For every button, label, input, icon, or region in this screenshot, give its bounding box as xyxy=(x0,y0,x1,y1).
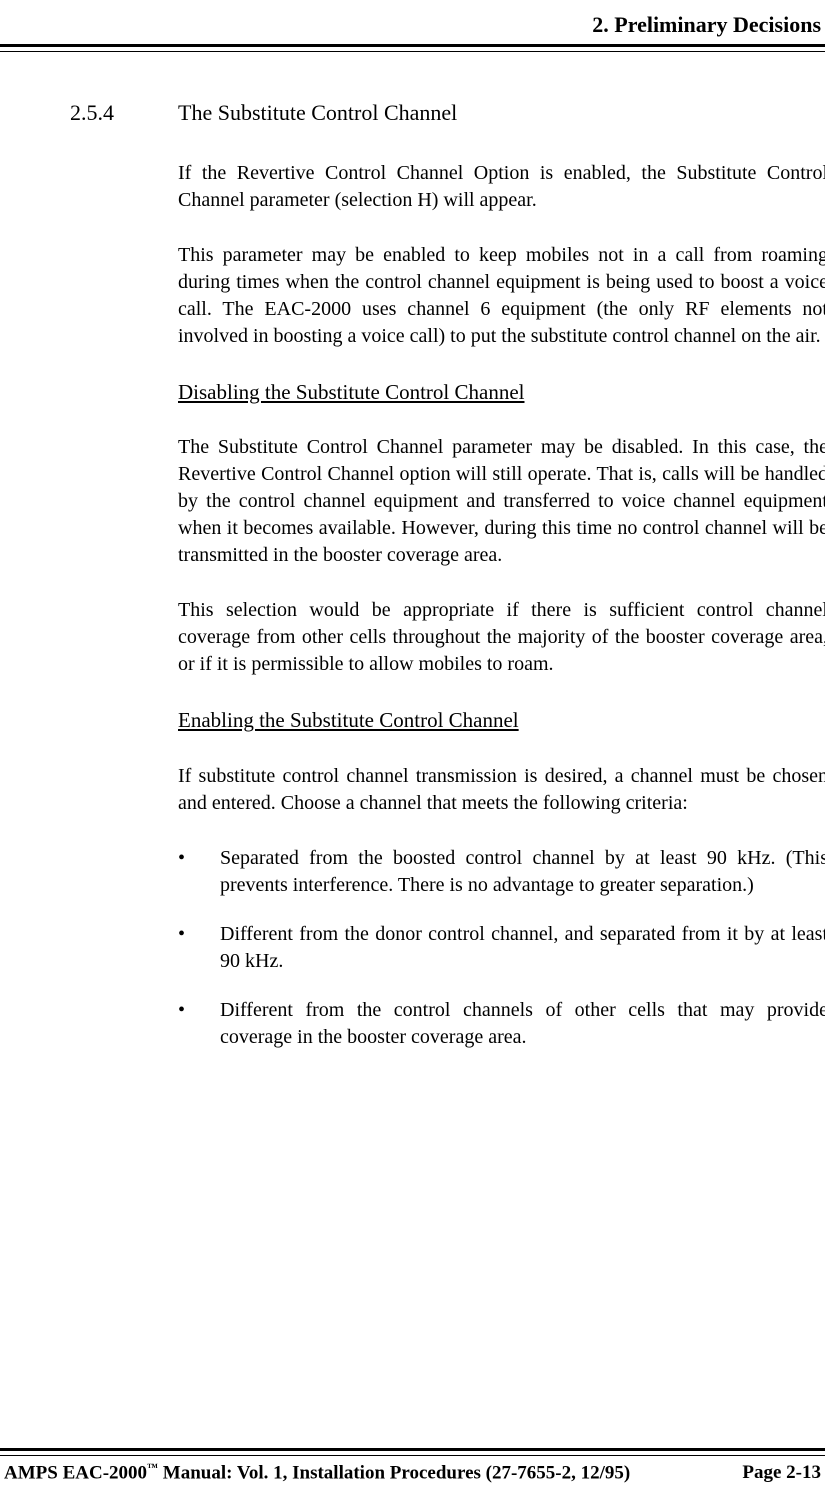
paragraph: If the Revertive Control Channel Option … xyxy=(178,160,825,214)
list-item: • Different from the control channels of… xyxy=(178,997,825,1051)
section-heading-row: 2.5.4 The Substitute Control Channel xyxy=(70,100,825,126)
content-area: 2.5.4 The Substitute Control Channel If … xyxy=(0,52,825,1051)
section-title: The Substitute Control Channel xyxy=(178,100,457,126)
footer-product: AMPS EAC-2000 xyxy=(4,1462,147,1483)
paragraph: This parameter may be enabled to keep mo… xyxy=(178,242,825,350)
footer-page-number: Page 2-13 xyxy=(742,1462,821,1484)
footer-rule xyxy=(0,1448,825,1456)
list-item: • Different from the donor control chann… xyxy=(178,921,825,975)
list-item: • Separated from the boosted control cha… xyxy=(178,845,825,899)
bullet-icon: • xyxy=(178,921,220,975)
paragraph: If substitute control channel transmissi… xyxy=(178,763,825,817)
chapter-label: 2. Preliminary Decisions xyxy=(592,12,821,37)
page-header: 2. Preliminary Decisions xyxy=(0,12,825,38)
subheading-enable: Enabling the Substitute Control Channel xyxy=(178,706,825,734)
footer-line: AMPS EAC-2000™ Manual: Vol. 1, Installat… xyxy=(0,1456,825,1484)
footer-left: AMPS EAC-2000™ Manual: Vol. 1, Installat… xyxy=(4,1462,630,1484)
footer-manual-info: Manual: Vol. 1, Installation Procedures … xyxy=(158,1462,630,1483)
list-item-text: Separated from the boosted control chann… xyxy=(220,845,825,899)
paragraph: The Substitute Control Channel parameter… xyxy=(178,434,825,569)
document-page: 2. Preliminary Decisions 2.5.4 The Subst… xyxy=(0,0,825,1498)
list-item-text: Different from the donor control channel… xyxy=(220,921,825,975)
paragraph: This selection would be appropriate if t… xyxy=(178,597,825,678)
section-number: 2.5.4 xyxy=(70,100,130,126)
criteria-list: • Separated from the boosted control cha… xyxy=(178,845,825,1051)
subheading-disable: Disabling the Substitute Control Channel xyxy=(178,378,825,406)
trademark-icon: ™ xyxy=(147,1462,158,1474)
body-column: If the Revertive Control Channel Option … xyxy=(178,160,825,1051)
header-rule xyxy=(0,44,825,52)
list-item-text: Different from the control channels of o… xyxy=(220,997,825,1051)
bullet-icon: • xyxy=(178,845,220,899)
page-footer: AMPS EAC-2000™ Manual: Vol. 1, Installat… xyxy=(0,1448,825,1484)
bullet-icon: • xyxy=(178,997,220,1051)
